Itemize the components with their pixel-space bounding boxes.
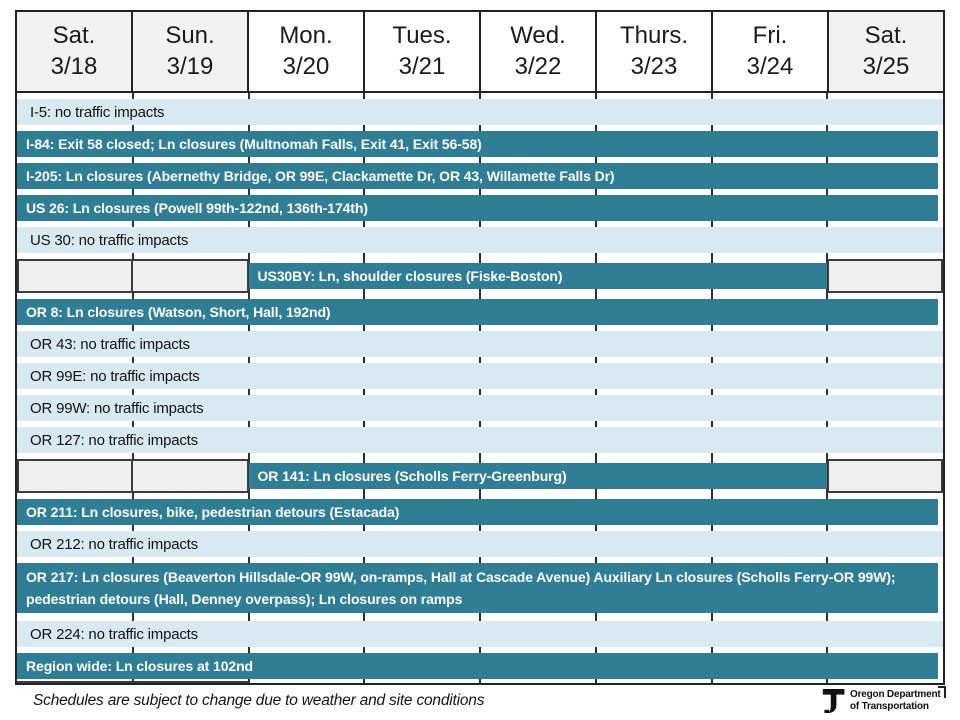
day-name: Wed. (510, 22, 566, 49)
day-date: 3/23 (630, 53, 678, 80)
row-label: I-205: Ln closures (Abernethy Bridge, OR… (26, 167, 615, 184)
no-impact-bar-or-99e: OR 99E: no traffic impacts (17, 363, 943, 389)
row-label: OR 99E: no traffic impacts (30, 367, 200, 385)
day-name: Sat. (52, 22, 96, 49)
schedule-body: I-5: no traffic impacts I-84: Exit 58 clo… (15, 93, 945, 685)
day-date: 3/20 (282, 53, 330, 80)
day-header-row: Sat. 3/18 Sun. 3/19 Mon. 3/20 Tues. 3/21 Wed. 3/2… (15, 10, 945, 93)
row-label: OR 141: Ln closures (Scholls Ferry-Green… (257, 467, 567, 484)
day-date: 3/25 (862, 53, 910, 80)
row-label: OR 217: Ln closures (Beaverton Hillsdale… (26, 568, 896, 607)
closure-bar-us30by: US30BY: Ln, shoulder closures (Fiske-Bos… (248, 263, 828, 289)
schedule-row-region-wide: Region wide: Ln closures at 102nd (17, 653, 943, 679)
day-header-cell-3-22: Wed. 3/22 (479, 10, 597, 93)
day-header-cell-3-23: Thurs. 3/23 (595, 10, 713, 93)
schedule-row-us-26: US 26: Ln closures (Powell 99th-122nd, 1… (17, 195, 943, 221)
schedule-row-or-8: OR 8: Ln closures (Watson, Short, Hall, … (17, 299, 943, 325)
schedule-row-or-99w: OR 99W: no traffic impacts (17, 395, 943, 421)
row-label: OR 8: Ln closures (Watson, Short, Hall, … (26, 303, 331, 320)
odot-logo-text: Oregon Department of Transportation (850, 689, 941, 713)
schedule-row-or-211: OR 211: Ln closures, bike, pedestrian de… (17, 499, 943, 525)
day-header-cell-3-18: Sat. 3/18 (15, 10, 133, 93)
empty-day-cell (827, 459, 943, 493)
row-label: US30BY: Ln, shoulder closures (Fiske-Bos… (257, 267, 563, 284)
empty-day-cell (132, 459, 249, 493)
empty-day-cell (132, 259, 249, 293)
closure-bar-i-84: I-84: Exit 58 closed; Ln closures (Multn… (17, 131, 938, 157)
day-header-cell-3-21: Tues. 3/21 (363, 10, 481, 93)
schedule-row-or-224: OR 224: no traffic impacts (17, 621, 943, 647)
row-label: I-84: Exit 58 closed; Ln closures (Multn… (26, 135, 482, 152)
day-name: Thurs. (619, 22, 688, 49)
schedule-row-i-84: I-84: Exit 58 closed; Ln closures (Multn… (17, 131, 943, 157)
empty-day-cell (827, 259, 943, 293)
empty-day-cell (17, 681, 133, 683)
row-label: US 30: no traffic impacts (30, 231, 189, 249)
day-name: Fri. (752, 22, 788, 49)
empty-day-cell (132, 681, 249, 683)
closure-bar-or-217: OR 217: Ln closures (Beaverton Hillsdale… (17, 563, 938, 613)
empty-day-cell (17, 259, 133, 293)
schedule-row-i-205: I-205: Ln closures (Abernethy Bridge, OR… (17, 163, 943, 189)
no-impact-bar-or-43: OR 43: no traffic impacts (17, 331, 943, 357)
schedule-row-us-30: US 30: no traffic impacts (17, 227, 943, 253)
row-label: OR 99W: no traffic impacts (30, 399, 204, 417)
odot-logo: Oregon Department of Transportation (822, 687, 941, 715)
day-date: 3/18 (50, 53, 98, 80)
row-label: I-5: no traffic impacts (30, 103, 165, 121)
day-name: Mon. (279, 22, 333, 49)
closure-bar-i-205: I-205: Ln closures (Abernethy Bridge, OR… (17, 163, 938, 189)
day-date: 3/21 (398, 53, 446, 80)
no-impact-bar-or-212: OR 212: no traffic impacts (17, 531, 943, 557)
day-date: 3/22 (514, 53, 562, 80)
closure-bar-or-211: OR 211: Ln closures, bike, pedestrian de… (17, 499, 938, 525)
day-date: 3/24 (746, 53, 794, 80)
day-name: Sat. (864, 22, 908, 49)
odot-logo-line1: Oregon Department (850, 689, 941, 701)
row-label: OR 212: no traffic impacts (30, 535, 198, 553)
no-impact-bar-or-127: OR 127: no traffic impacts (17, 427, 943, 453)
schedule-row-or-141: OR 141: Ln closures (Scholls Ferry-Green… (17, 459, 943, 493)
schedule-row-or-127: OR 127: no traffic impacts (17, 427, 943, 453)
closure-bar-region-wide: Region wide: Ln closures at 102nd (17, 653, 938, 679)
bottom-empty-strip (17, 681, 943, 683)
row-label: Region wide: Ln closures at 102nd (26, 657, 253, 674)
schedule-row-i-5: I-5: no traffic impacts (17, 99, 943, 125)
day-name: Sun. (165, 22, 215, 49)
no-impact-bar-or-99w: OR 99W: no traffic impacts (17, 395, 943, 421)
row-label: US 26: Ln closures (Powell 99th-122nd, 1… (26, 199, 368, 216)
closure-bar-or-8: OR 8: Ln closures (Watson, Short, Hall, … (17, 299, 938, 325)
day-header-cell-3-25: Sat. 3/25 (827, 10, 945, 93)
no-impact-bar-or-224: OR 224: no traffic impacts (17, 621, 943, 647)
schedule-row-or-217: OR 217: Ln closures (Beaverton Hillsdale… (17, 563, 943, 613)
day-name: Tues. (392, 22, 452, 49)
corner-mark (938, 686, 946, 698)
row-label: OR 127: no traffic impacts (30, 431, 198, 449)
odot-logo-line2: of Transportation (850, 701, 929, 712)
row-label: OR 224: no traffic impacts (30, 625, 198, 643)
closure-bar-us-26: US 26: Ln closures (Powell 99th-122nd, 1… (17, 195, 938, 221)
footer-disclaimer: Schedules are subject to change due to w… (33, 692, 485, 709)
day-date: 3/19 (166, 53, 214, 80)
row-label: OR 211: Ln closures, bike, pedestrian de… (26, 503, 400, 520)
closure-bar-or-141: OR 141: Ln closures (Scholls Ferry-Green… (248, 463, 828, 489)
schedule-row-us30by: US30BY: Ln, shoulder closures (Fiske-Bos… (17, 259, 943, 293)
row-label: OR 43: no traffic impacts (30, 335, 190, 353)
empty-day-cell (17, 459, 133, 493)
no-impact-bar-i-5: I-5: no traffic impacts (17, 99, 943, 125)
day-header-cell-3-19: Sun. 3/19 (131, 10, 249, 93)
schedule-row-or-99e: OR 99E: no traffic impacts (17, 363, 943, 389)
schedule-row-or-43: OR 43: no traffic impacts (17, 331, 943, 357)
odot-logo-icon (822, 689, 845, 713)
no-impact-bar-us-30: US 30: no traffic impacts (17, 227, 943, 253)
day-header-cell-3-20: Mon. 3/20 (247, 10, 365, 93)
schedule-row-or-212: OR 212: no traffic impacts (17, 531, 943, 557)
day-header-cell-3-24: Fri. 3/24 (711, 10, 829, 93)
